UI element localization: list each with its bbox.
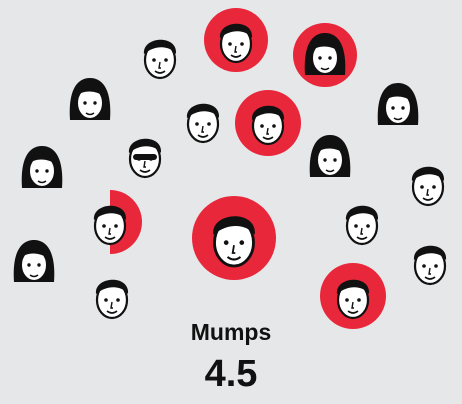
face xyxy=(250,104,286,146)
face xyxy=(12,239,56,283)
sunglasses xyxy=(133,154,157,160)
face xyxy=(20,145,64,189)
face xyxy=(94,278,130,320)
face xyxy=(410,165,446,207)
disease-name: Mumps xyxy=(191,319,272,345)
face xyxy=(68,77,112,121)
face xyxy=(218,22,254,64)
reproduction-number: 4.5 xyxy=(205,353,258,395)
face xyxy=(376,82,420,126)
face xyxy=(211,214,257,268)
face xyxy=(308,134,352,178)
face xyxy=(185,102,221,144)
face xyxy=(142,38,178,80)
face xyxy=(92,204,128,246)
face xyxy=(335,278,371,320)
face xyxy=(412,244,448,286)
face xyxy=(344,204,380,246)
